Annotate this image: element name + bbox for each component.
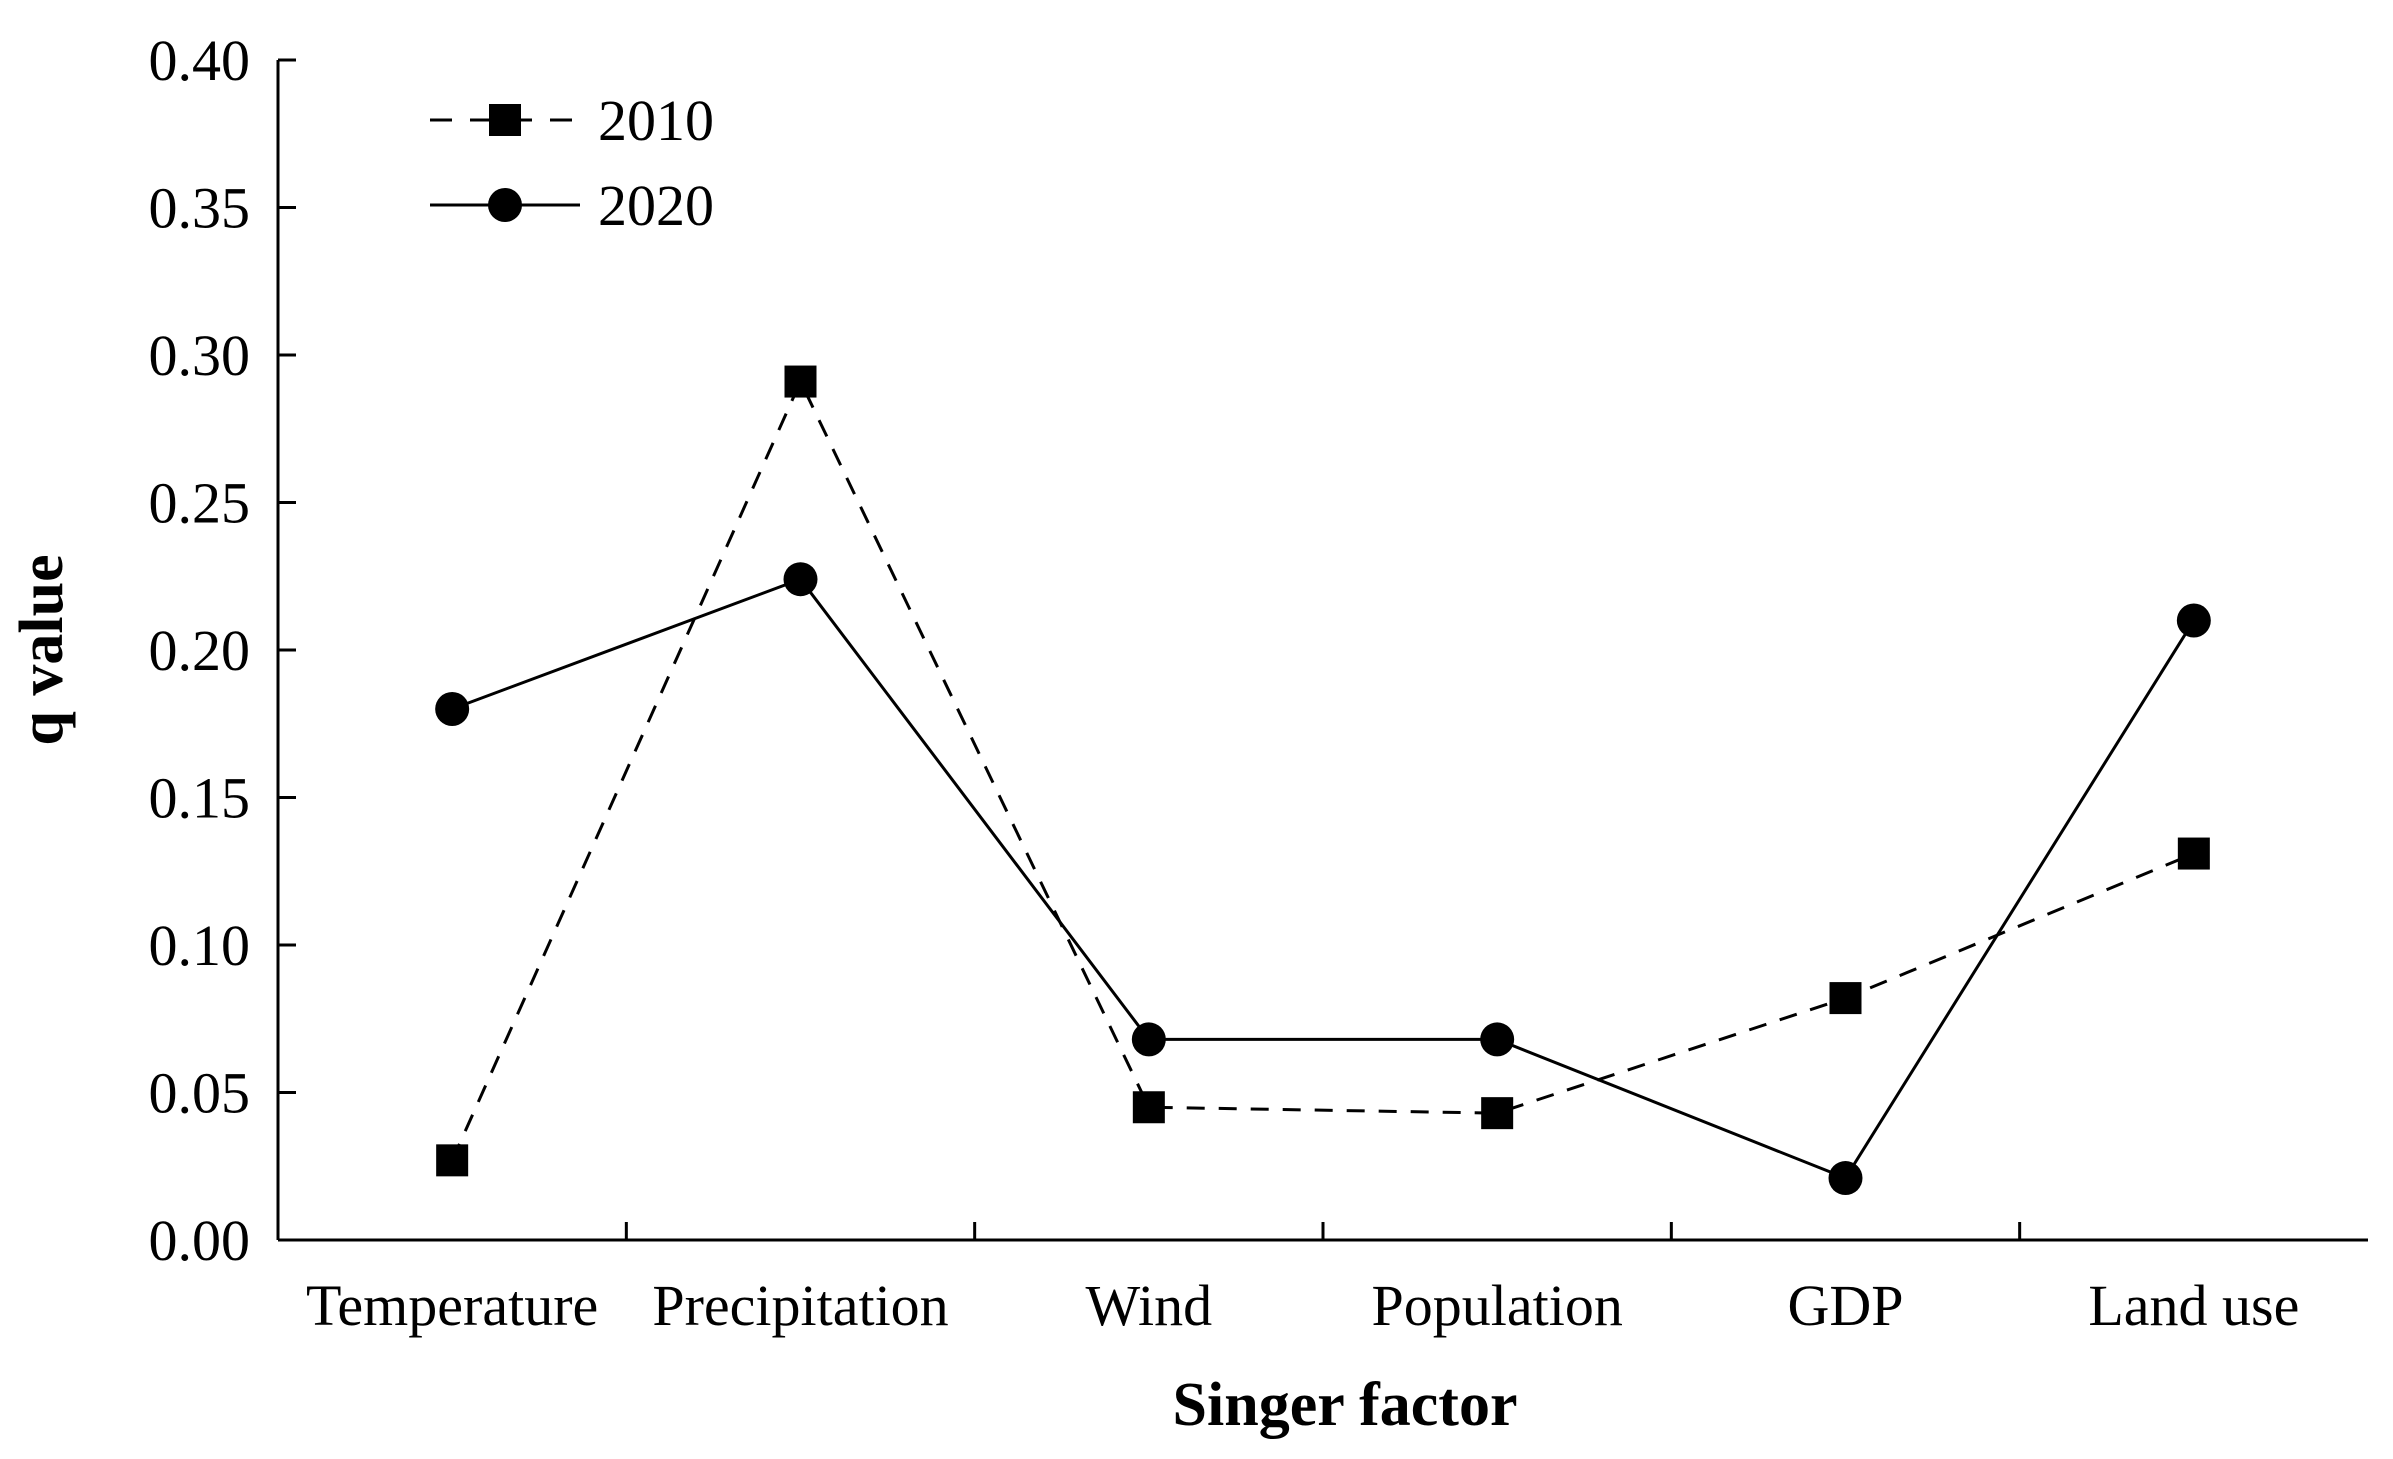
x-tick-label: Temperature — [306, 1273, 598, 1338]
data-point-2020 — [1480, 1022, 1515, 1057]
series-layer — [435, 365, 2211, 1196]
legend: 2010 2020 — [430, 88, 714, 238]
x-tick-label: Wind — [1086, 1273, 1213, 1338]
data-point-2020 — [1828, 1161, 1863, 1196]
data-point-2010 — [784, 365, 817, 398]
data-point-2020 — [435, 692, 470, 726]
y-tick-label: 0.35 — [149, 176, 251, 241]
x-tick-label: GDP — [1787, 1273, 1903, 1338]
series-2010 — [436, 365, 2210, 1177]
x-tick-label: Land use — [2088, 1273, 2299, 1338]
series-2020 — [435, 562, 2211, 1196]
y-tick-label: 0.40 — [149, 28, 251, 93]
x-axis-title: Singer factor — [1173, 1371, 1518, 1439]
legend-label-2020: 2020 — [598, 173, 714, 238]
data-point-2020 — [783, 562, 818, 597]
y-tick-label: 0.05 — [149, 1061, 251, 1126]
y-tick-label: 0.00 — [149, 1208, 251, 1273]
data-point-2020 — [1131, 1022, 1166, 1057]
series-line-2010 — [450, 377, 2195, 1161]
y-tick-label: 0.25 — [149, 471, 251, 536]
x-tick-label: Population — [1371, 1273, 1622, 1338]
y-tick-label: 0.15 — [149, 766, 251, 831]
y-tick-label: 0.20 — [149, 618, 251, 683]
axes — [276, 60, 2368, 1242]
data-point-2010 — [436, 1144, 469, 1177]
data-point-2010 — [2177, 837, 2210, 870]
legend-label-2010: 2010 — [598, 88, 714, 153]
y-axis-ticks: 0.00 0.05 0.10 0.15 0.20 0.25 0.30 0.35 0.40 — [149, 28, 296, 1273]
series-line-2020 — [451, 577, 2196, 1180]
x-axis-ticks: Temperature Precipitation Wind Population GD… — [306, 1222, 2299, 1338]
y-axis-title: q value — [8, 554, 76, 745]
data-point-2010 — [1829, 982, 1862, 1015]
y-tick-label: 0.10 — [149, 913, 251, 978]
data-point-2010 — [1132, 1091, 1165, 1124]
legend-marker-2010 — [489, 104, 521, 136]
legend-marker-2020 — [488, 188, 522, 222]
x-tick-label: Precipitation — [652, 1273, 948, 1338]
data-point-2020 — [2176, 603, 2211, 638]
data-point-2010 — [1481, 1097, 1514, 1130]
y-tick-label: 0.30 — [149, 323, 251, 388]
